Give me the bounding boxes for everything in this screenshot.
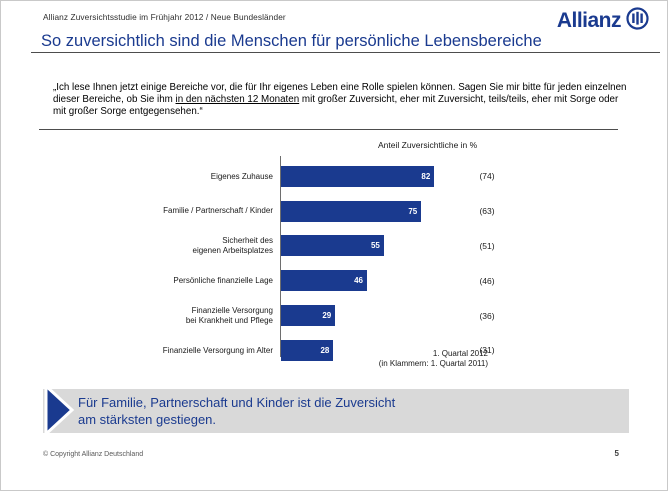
bar-track: 82: [281, 165, 456, 187]
bar: 82: [281, 165, 435, 187]
survey-question-quote: „Ich lese Ihnen jetzt einige Bereiche vo…: [53, 82, 628, 118]
chart-title: Anteil Zuversichtliche in %: [378, 140, 478, 150]
quote-part1: „Ich lese Ihnen jetzt einige Bereiche vo…: [53, 82, 627, 105]
bar-track: 29: [281, 305, 456, 327]
legend-note-line1: 1. Quartal 2012: [432, 349, 488, 358]
bar-track: 46: [281, 270, 456, 292]
previous-year-value: (36): [479, 310, 495, 321]
takeaway-line2: am stärksten gestiegen.: [78, 412, 217, 427]
arrow-right-icon: [44, 382, 76, 441]
bar-track: 55: [281, 235, 456, 257]
previous-year-value: (63): [479, 206, 495, 217]
chart-rows: Eigenes Zuhause 82 (74) Familie / Partnersc…: [1, 159, 668, 368]
category-label: Finanzielle Versorgung im Alter: [162, 345, 273, 355]
chart-legend-note: 1. Quartal 2012 (in Klammern: 1. Quartal…: [288, 349, 488, 369]
header-subtitle: Allianz Zuversichtsstudie im Frühjahr 20…: [43, 12, 286, 22]
page-number: 5: [614, 449, 619, 458]
chart-row: Sicherheit des eigenen Arbeitsplatzes 55 (…: [1, 229, 668, 264]
chart-row: Finanzielle Versorgung im Alter 28 (31): [1, 333, 668, 368]
quote-divider: [39, 129, 618, 130]
category-label: Familie / Partnerschaft / Kinder: [163, 206, 273, 216]
bar-chart: Anteil Zuversichtliche in % Eigenes Zuha…: [1, 138, 668, 378]
legend-note-line2: (in Klammern: 1. Quartal 2011): [378, 359, 488, 368]
allianz-logo: Allianz: [557, 7, 649, 35]
category-label: Finanzielle Versorgung bei Krankheit und…: [185, 306, 273, 325]
bar-value-label: 75: [408, 206, 418, 216]
bar: 28: [281, 339, 334, 361]
bar-track: 28: [281, 339, 456, 361]
bar: 75: [281, 200, 422, 222]
bar-value-label: 55: [370, 241, 380, 251]
bar-value-label: 46: [354, 276, 364, 286]
takeaway-line1: Für Familie, Partnerschaft und Kinder is…: [78, 395, 396, 410]
footer-copyright: © Copyright Allianz Deutschland: [43, 451, 144, 458]
chart-row: Finanzielle Versorgung bei Krankheit und…: [1, 298, 668, 333]
allianz-logo-text: Allianz: [556, 9, 622, 32]
previous-year-value: (51): [479, 240, 495, 251]
chart-row: Persönliche finanzielle Lage 46 (46): [1, 263, 668, 298]
previous-year-value: (46): [479, 275, 495, 286]
bar-track: 75: [281, 200, 456, 222]
chart-row: Eigenes Zuhause 82 (74): [1, 159, 668, 194]
bar-value-label: 28: [320, 345, 330, 355]
chart-axis-line: [280, 156, 281, 357]
bar: 29: [281, 305, 336, 327]
bar-value-label: 82: [421, 171, 431, 181]
bar: 46: [281, 270, 368, 292]
title-divider: [31, 52, 660, 53]
category-label: Eigenes Zuhause: [210, 171, 273, 181]
previous-year-value: (31): [479, 345, 495, 356]
quote-part2: mit großer Zuversicht, eher mit Zuversic…: [53, 94, 619, 117]
quote-underlined: in den nächsten 12 Monaten: [175, 94, 300, 105]
takeaway-box: Für Familie, Partnerschaft und Kinder is…: [43, 382, 629, 438]
category-label: Sicherheit des eigenen Arbeitsplatzes: [192, 236, 274, 255]
page-title: So zuversichtlich sind die Menschen für …: [41, 32, 542, 50]
category-label: Persönliche finanzielle Lage: [173, 276, 273, 286]
previous-year-value: (74): [479, 171, 495, 182]
bar-value-label: 29: [322, 311, 332, 321]
allianz-logo-icon: [626, 7, 649, 35]
takeaway-text: Für Familie, Partnerschaft und Kinder is…: [78, 394, 395, 428]
chart-row: Familie / Partnerschaft / Kinder 75 (63): [1, 194, 668, 229]
bar: 55: [281, 235, 384, 257]
